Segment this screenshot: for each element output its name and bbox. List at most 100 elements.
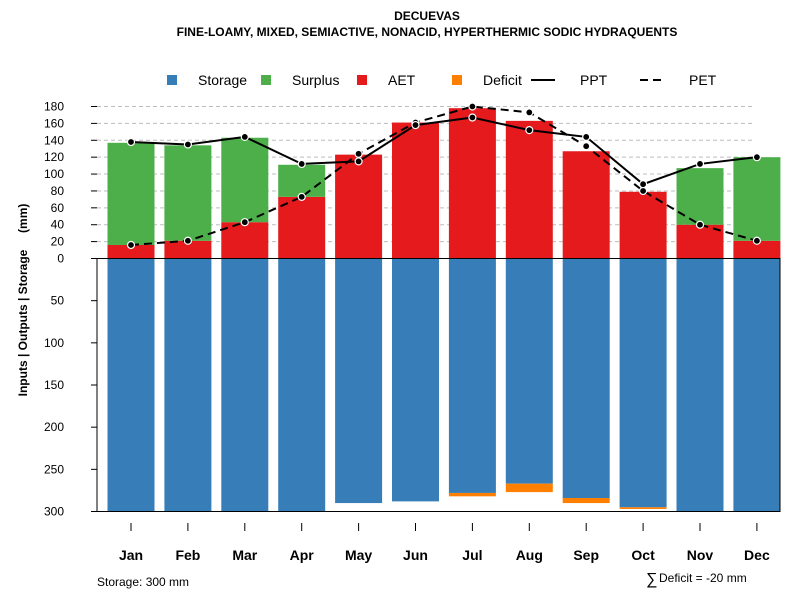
y-tick-label: 200 — [44, 420, 64, 434]
bar-aet-oct — [619, 191, 667, 259]
point-pet-jan — [126, 240, 136, 250]
bar-aet-jul — [448, 108, 496, 259]
point-pet-sep — [582, 142, 591, 151]
line-pet — [130, 105, 758, 246]
point-ppt-feb — [183, 140, 192, 149]
bar-deficit-oct — [619, 507, 667, 509]
legend-swatch-storage — [167, 75, 177, 85]
x-tick-label-may: May — [345, 547, 372, 563]
bar-aet-jan — [107, 244, 155, 259]
y-axis-title: Inputs | Outputs | Storage (mm) — [16, 204, 30, 397]
point-ppt-aug — [525, 126, 534, 135]
bar-surplus-mar — [221, 137, 269, 223]
deficit-footer: Deficit = -20 mm — [659, 571, 747, 585]
bars — [107, 108, 781, 512]
legend-swatch-surplus — [261, 75, 271, 85]
bar-aet-aug — [505, 120, 553, 259]
y-tick-label: 50 — [51, 294, 65, 308]
chart-title: DECUEVAS — [394, 9, 460, 23]
point-ppt-jun — [411, 120, 420, 130]
axes: 0 20 40 60 80 100 120 140 160 180 50 100 150 200 250 30… — [44, 100, 781, 563]
y-tick-label: 120 — [44, 150, 64, 164]
legend-label-pet: PET — [689, 72, 717, 88]
bar-deficit-jul — [448, 492, 496, 497]
bar-storage-aug — [505, 258, 553, 484]
point-ppt-apr — [297, 159, 306, 169]
legend-label-surplus: Surplus — [292, 72, 339, 88]
point-pet-dec — [752, 236, 762, 245]
bar-storage-jun — [392, 258, 439, 502]
point-ppt-oct — [638, 180, 648, 189]
point-pet-apr — [297, 192, 306, 201]
point-pet-aug — [525, 108, 534, 117]
point-ppt-dec — [752, 153, 762, 162]
bar-storage-dec — [733, 258, 781, 512]
bar-storage-nov — [676, 258, 724, 512]
point-ppt-may — [354, 157, 363, 166]
y-tick-label: 80 — [51, 184, 65, 198]
point-ppt-jul — [468, 113, 477, 122]
point-pet-oct — [638, 186, 648, 196]
legend-label-deficit: Deficit — [483, 72, 522, 88]
y-tick-label: 40 — [51, 218, 65, 232]
point-ppt-sep — [582, 132, 591, 141]
storage-footer: Storage: 300 mm — [97, 575, 189, 589]
bar-aet-may — [335, 154, 383, 259]
bar-aet-nov — [676, 224, 724, 259]
y-tick-label: 60 — [51, 201, 65, 215]
bar-deficit-aug — [505, 483, 553, 493]
x-tick-label-jul: Jul — [462, 547, 482, 563]
bar-deficit-sep — [562, 498, 610, 504]
x-tick-label-aug: Aug — [516, 547, 543, 563]
y-tick-label: 100 — [44, 167, 64, 181]
y-tick-label: 140 — [44, 133, 64, 147]
bar-surplus-nov — [676, 168, 724, 225]
bar-surplus-dec — [733, 157, 781, 241]
point-pet-jul — [468, 102, 477, 111]
x-tick-label-mar: Mar — [232, 547, 257, 563]
bar-aet-jun — [392, 122, 439, 259]
bar-storage-apr — [278, 258, 326, 512]
x-tick-label-apr: Apr — [290, 547, 315, 563]
y-tick-label: 250 — [44, 462, 64, 476]
bar-storage-mar — [221, 258, 269, 512]
x-tick-label-jun: Jun — [403, 547, 428, 563]
legend-swatch-aet — [357, 75, 367, 85]
legend: Storage Surplus AET Deficit PPT PET — [167, 72, 717, 88]
point-pet-nov — [695, 220, 705, 229]
bar-aet-mar — [221, 222, 269, 259]
bar-storage-may — [335, 258, 383, 504]
point-pet-mar — [240, 218, 249, 227]
x-tick-label-nov: Nov — [687, 547, 714, 563]
bar-surplus-feb — [164, 145, 212, 241]
x-tick-label-jan: Jan — [119, 547, 143, 563]
y-tick-label: 150 — [44, 378, 64, 392]
bar-storage-jul — [448, 258, 496, 493]
point-pet-may — [354, 149, 363, 158]
y-tick-label: 100 — [44, 336, 64, 350]
chart-subtitle: FINE-LOAMY, MIXED, SEMIACTIVE, NONACID, … — [177, 25, 678, 39]
point-pet-feb — [183, 236, 192, 245]
bar-storage-oct — [619, 258, 667, 508]
y-tick-label: 0 — [57, 252, 64, 266]
y-tick-label: 160 — [44, 116, 64, 130]
bar-surplus-apr — [278, 164, 326, 197]
bar-aet-sep — [562, 151, 610, 259]
point-ppt-nov — [695, 159, 705, 169]
bar-storage-sep — [562, 258, 610, 499]
bar-aet-apr — [278, 196, 326, 259]
point-ppt-mar — [240, 132, 249, 141]
sum-symbol: ∑ — [646, 571, 657, 588]
line-ppt — [130, 116, 758, 186]
series-lines — [126, 102, 762, 250]
bar-storage-jan — [107, 258, 155, 512]
bar-surplus-jan — [107, 142, 155, 245]
y-tick-label: 20 — [51, 235, 65, 249]
y-tick-label: 300 — [44, 505, 64, 519]
legend-swatch-deficit — [452, 75, 462, 85]
x-tick-label-sep: Sep — [573, 547, 599, 563]
y-tick-label: 180 — [44, 100, 64, 114]
legend-label-ppt: PPT — [580, 72, 608, 88]
legend-label-storage: Storage — [198, 72, 247, 88]
